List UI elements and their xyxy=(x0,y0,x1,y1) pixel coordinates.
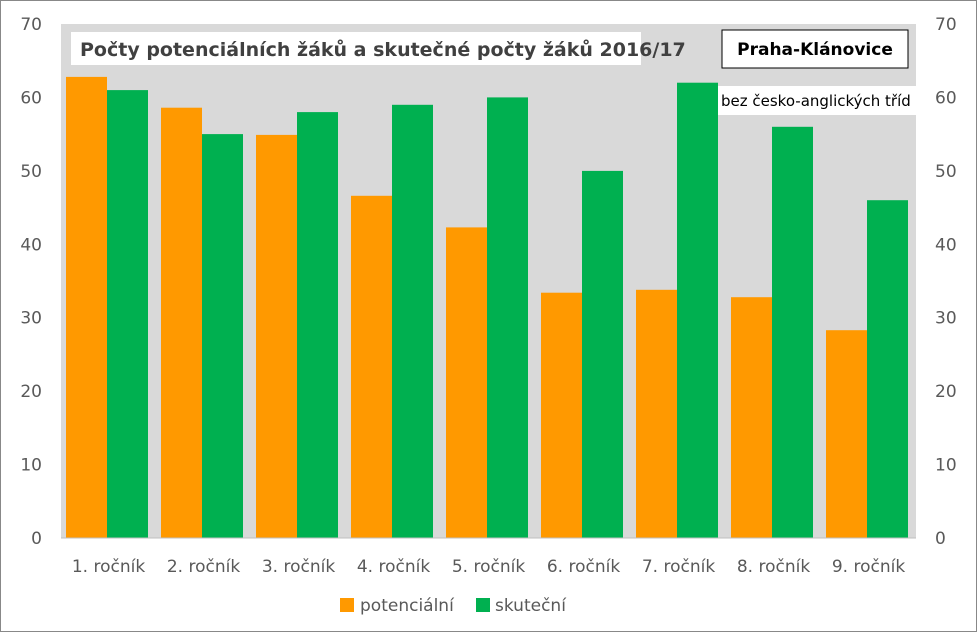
y-ticks-right: 0 10 20 30 40 50 60 70 xyxy=(935,15,957,549)
bar-potencialni-8 xyxy=(731,297,772,538)
bar-skutecni-2 xyxy=(202,134,243,538)
category-label-8: 8. ročník xyxy=(737,557,810,577)
category-label-6: 6. ročník xyxy=(547,557,620,577)
bar-skutecni-4 xyxy=(392,104,433,539)
bar-skutecni-8 xyxy=(772,126,813,539)
bar-potencialni-6 xyxy=(541,292,582,538)
y-tick-left-60: 60 xyxy=(20,88,42,108)
legend-label-potencialni: potenciální xyxy=(360,596,455,616)
bar-potencialni-7 xyxy=(636,289,677,538)
y-ticks-left: 0 10 20 30 40 50 60 70 xyxy=(20,15,42,549)
y-tick-right-10: 10 xyxy=(935,456,957,476)
legend-swatch-skutecni xyxy=(476,598,490,612)
y-tick-left-40: 40 xyxy=(20,235,42,255)
location-box xyxy=(721,29,909,69)
y-tick-left-50: 50 xyxy=(20,162,42,182)
bar-potencialni-9 xyxy=(826,330,867,538)
title-box xyxy=(71,32,641,65)
legend: potenciální skuteční xyxy=(340,596,567,616)
note-text: bez česko-anglických tříd xyxy=(721,92,911,110)
bar-potencialni-2 xyxy=(161,107,202,538)
bar-skutecni-9 xyxy=(867,200,908,538)
y-tick-right-60: 60 xyxy=(935,88,957,108)
y-tick-right-50: 50 xyxy=(935,162,957,182)
bar-potencialni-4 xyxy=(351,195,392,539)
bars-group xyxy=(66,76,908,539)
category-label-9: 9. ročník xyxy=(832,557,905,577)
y-tick-right-70: 70 xyxy=(935,15,957,35)
location-label: Praha-Klánovice xyxy=(737,40,893,60)
chart-title: Počty potenciálních žáků a skutečné počt… xyxy=(80,38,686,61)
y-tick-right-20: 20 xyxy=(935,382,957,402)
bar-skutecni-3 xyxy=(297,112,338,538)
category-label-4: 4. ročník xyxy=(357,557,430,577)
category-label-3: 3. ročník xyxy=(262,557,335,577)
legend-label-skutecni: skuteční xyxy=(495,596,567,616)
y-tick-left-30: 30 xyxy=(20,309,42,329)
y-tick-left-10: 10 xyxy=(20,456,42,476)
category-label-5: 5. ročník xyxy=(452,557,525,577)
y-tick-right-40: 40 xyxy=(935,235,957,255)
category-label-1: 1. ročník xyxy=(72,557,145,577)
legend-swatch-potencialni xyxy=(340,598,354,612)
category-label-7: 7. ročník xyxy=(642,557,715,577)
bar-skutecni-7 xyxy=(677,82,718,538)
y-tick-left-70: 70 xyxy=(20,15,42,35)
category-labels: 1. ročník 2. ročník 3. ročník 4. ročník 5. r… xyxy=(72,557,905,577)
y-tick-right-30: 30 xyxy=(935,309,957,329)
bar-skutecni-6 xyxy=(582,170,623,538)
category-label-2: 2. ročník xyxy=(167,557,240,577)
y-tick-right-0: 0 xyxy=(935,529,946,549)
bar-skutecni-1 xyxy=(107,90,148,538)
bar-potencialni-5 xyxy=(446,227,487,538)
y-tick-left-0: 0 xyxy=(31,529,42,549)
bar-potencialni-1 xyxy=(66,76,107,539)
note-box xyxy=(718,86,916,115)
bar-potencialni-3 xyxy=(256,134,297,538)
bar-skutecni-5 xyxy=(487,97,528,539)
y-tick-left-20: 20 xyxy=(20,382,42,402)
